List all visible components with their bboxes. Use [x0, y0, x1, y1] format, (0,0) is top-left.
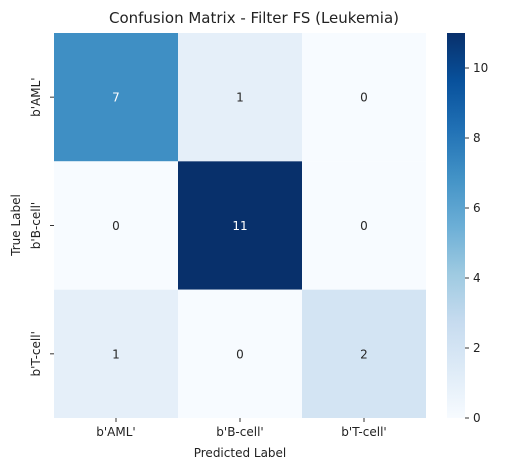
x-axis-ticks: b'AML' b'B-cell' b'T-cell'	[96, 417, 387, 439]
x-tick-label: b'B-cell'	[216, 425, 263, 439]
y-axis-ticks: b'AML' b'B-cell' b'T-cell'	[29, 77, 54, 377]
colorbar	[447, 33, 465, 418]
y-tick-label: b'AML'	[29, 77, 43, 116]
cell-value-label: 11	[232, 219, 247, 233]
y-tick-label: b'B-cell'	[29, 202, 43, 249]
heatmap-cell	[178, 33, 302, 162]
heatmap-cell	[302, 289, 426, 418]
heatmap-cell	[54, 289, 178, 418]
heatmap-cell	[302, 33, 426, 162]
colorbar-ticks: 0 2 4 6 8 10	[465, 61, 488, 425]
x-tick-label: b'T-cell'	[341, 425, 386, 439]
cell-value-label: 0	[360, 219, 368, 233]
colorbar-tick-label: 6	[473, 201, 481, 215]
x-axis-label: Predicted Label	[194, 446, 287, 460]
cell-value-label: 7	[112, 91, 120, 105]
chart-title: Confusion Matrix - Filter FS (Leukemia)	[109, 9, 399, 27]
cell-value-label: 0	[112, 219, 120, 233]
cell-value-label: 0	[236, 347, 244, 361]
heatmap-cell	[178, 161, 302, 290]
y-axis-label: True Label	[9, 194, 23, 257]
colorbar-tick-label: 8	[473, 131, 481, 145]
colorbar-tick-label: 4	[473, 271, 481, 285]
cell-value-label: 1	[112, 347, 120, 361]
heatmap-cell	[54, 33, 178, 162]
x-tick-label: b'AML'	[96, 425, 135, 439]
colorbar-tick-label: 10	[473, 61, 488, 75]
colorbar-tick-label: 2	[473, 341, 481, 355]
cell-value-label: 2	[360, 347, 368, 361]
heatmap-cells: 7 1 0 0 11 0 1 0 2	[54, 33, 426, 418]
heatmap-cell	[178, 289, 302, 418]
y-tick-label: b'T-cell'	[29, 331, 43, 376]
heatmap-cell	[54, 161, 178, 290]
cell-value-label: 1	[236, 91, 244, 105]
heatmap-cell	[302, 161, 426, 290]
colorbar-tick-label: 0	[473, 411, 481, 425]
cell-value-label: 0	[360, 91, 368, 105]
